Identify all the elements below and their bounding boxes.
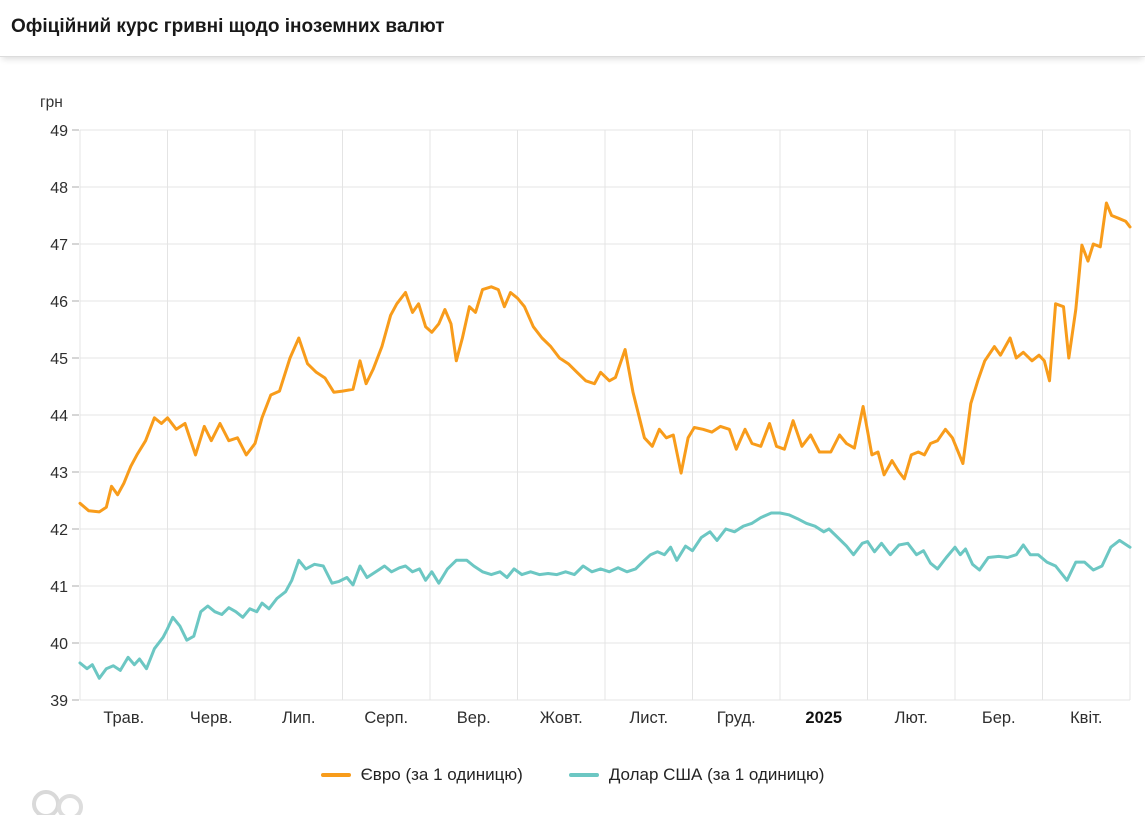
x-tick-label: Трав. bbox=[103, 709, 144, 727]
y-tick-label: 44 bbox=[50, 408, 68, 425]
page-title: Офіційний курс гривні щодо іноземних вал… bbox=[11, 16, 445, 37]
x-tick-label: Черв. bbox=[190, 709, 233, 727]
x-tick-label: Лист. bbox=[629, 709, 668, 727]
x-tick-label: Серп. bbox=[364, 709, 408, 727]
x-tick-label: Бер. bbox=[982, 709, 1016, 727]
y-tick-label: 43 bbox=[50, 465, 68, 482]
y-tick-label: 48 bbox=[50, 180, 68, 197]
header: Офіційний курс гривні щодо іноземних вал… bbox=[0, 0, 1145, 57]
chart-legend: Євро (за 1 одиницю) Долар США (за 1 один… bbox=[0, 762, 1145, 788]
legend-label-usd: Долар США (за 1 одиницю) bbox=[608, 765, 825, 784]
exchange-rate-chart[interactable]: грн 39 40 41 42 43 44 45 46 47 48 49 Трав. Черв. Лип.… bbox=[0, 71, 1145, 746]
euro-line[interactable] bbox=[78, 201, 1132, 514]
x-tick-label: Лют. bbox=[895, 709, 928, 727]
y-tick-label: 41 bbox=[50, 579, 68, 596]
y-tick-label: 49 bbox=[50, 123, 68, 140]
y-tick-label: 40 bbox=[50, 636, 68, 653]
y-tick-label: 47 bbox=[50, 237, 68, 254]
watermark-logo-icon bbox=[32, 790, 83, 815]
x-tick-label: Жовт. bbox=[540, 709, 583, 727]
y-tick-label: 42 bbox=[50, 522, 68, 539]
x-tick-label: Лип. bbox=[282, 709, 316, 727]
y-tick-label: 39 bbox=[50, 693, 68, 710]
euro-line-swatch-icon bbox=[320, 773, 351, 777]
x-tick-label: Квіт. bbox=[1070, 709, 1102, 727]
x-tick-label: Вер. bbox=[457, 709, 491, 727]
usd-line[interactable] bbox=[78, 511, 1132, 680]
x-tick-label: 2025 bbox=[805, 709, 842, 727]
y-axis-unit-label: грн bbox=[40, 94, 63, 111]
y-tick-label: 45 bbox=[50, 351, 68, 368]
legend-item-euro[interactable]: Євро (за 1 одиницю) bbox=[320, 765, 523, 785]
usd-line-swatch-icon bbox=[568, 773, 599, 777]
y-tick-label: 46 bbox=[50, 294, 68, 311]
x-tick-label: Груд. bbox=[717, 709, 756, 727]
legend-item-usd[interactable]: Долар США (за 1 одиницю) bbox=[568, 765, 825, 785]
legend-label-euro: Євро (за 1 одиницю) bbox=[360, 765, 523, 784]
